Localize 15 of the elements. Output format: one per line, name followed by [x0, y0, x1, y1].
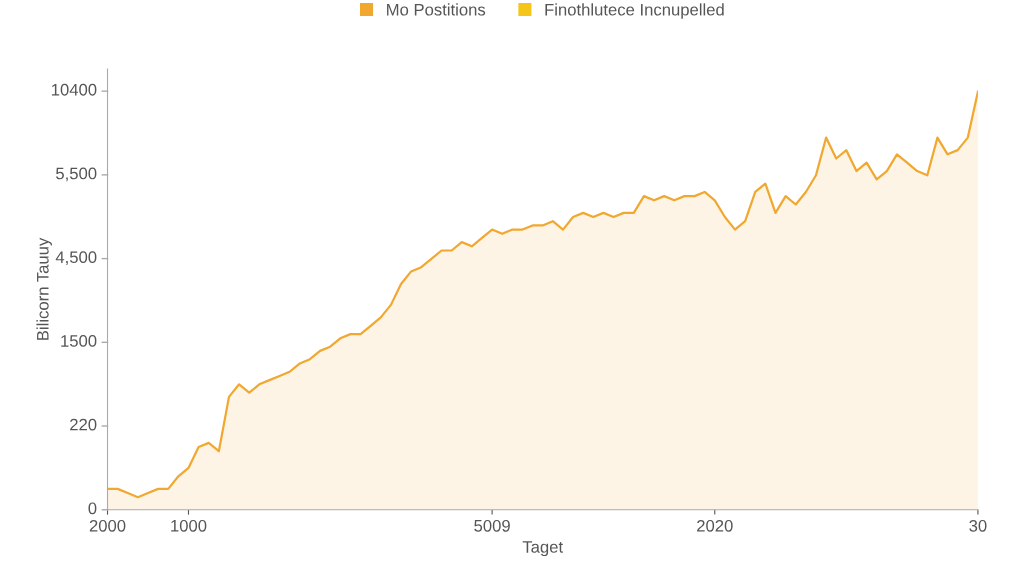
text: 10400: [52, 83, 97, 96]
text: 220: [70, 418, 97, 431]
y-axis-title: Bilicorn Tauuy: [36, 237, 52, 340]
text: 5,500: [56, 167, 97, 182]
text: 0: [88, 502, 97, 515]
x-axis-title: Taget: [522, 541, 563, 557]
x-tick-label: 5009: [474, 519, 510, 532]
x-tick-label: 30: [969, 519, 987, 532]
legend-label: Finothlutece Incnupelled: [545, 3, 724, 19]
legend-label: Mo Postitions: [387, 3, 486, 16]
text: 1500: [61, 334, 97, 347]
x-tick-label: 2020: [697, 519, 733, 532]
text: 4,500: [55, 251, 97, 266]
x-tick-label: 1000: [171, 519, 207, 532]
x-tick-label: 2000: [89, 519, 126, 532]
